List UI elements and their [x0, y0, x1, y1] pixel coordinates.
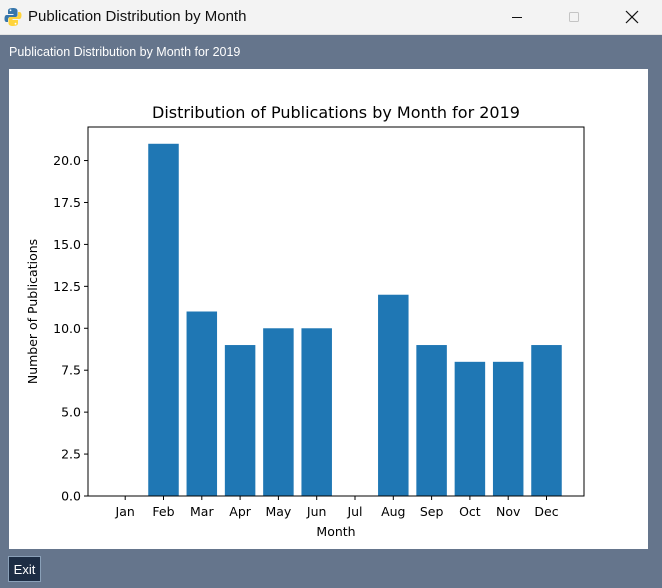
y-tick-label: 17.5	[53, 195, 81, 210]
y-tick-label: 5.0	[61, 405, 81, 420]
close-icon	[625, 10, 639, 24]
y-tick-label: 10.0	[53, 321, 81, 336]
y-tick-label: 0.0	[61, 489, 81, 504]
title-bar[interactable]: Publication Distribution by Month	[0, 0, 662, 35]
x-tick-label: Nov	[496, 504, 521, 519]
y-tick-label: 2.5	[61, 447, 81, 462]
plot-frame	[87, 126, 585, 497]
bar-mar	[186, 311, 218, 496]
x-tick-label: Mar	[190, 504, 214, 519]
bar-apr	[224, 345, 256, 496]
y-tick-label: 12.5	[53, 279, 81, 294]
x-tick-label: Jan	[115, 504, 135, 519]
python-icon	[4, 8, 22, 26]
minimize-button[interactable]	[494, 0, 540, 34]
chart-canvas: 0.0 2.5 5.0 7.5 10.0 12.5 15.0 17.5 20.0 Jan Feb Ma…	[9, 69, 648, 549]
x-tick-label: Aug	[381, 504, 405, 519]
bar-may	[263, 328, 294, 496]
y-axis-label: Number of Publications	[25, 239, 40, 384]
y-tick-label: 15.0	[53, 237, 81, 252]
bar-chart: 0.0 2.5 5.0 7.5 10.0 12.5 15.0 17.5 20.0 Jan Feb Ma…	[25, 103, 585, 539]
minimize-icon	[512, 17, 522, 18]
y-tick-label: 20.0	[53, 153, 81, 168]
y-tick-label: 7.5	[61, 363, 81, 378]
x-tick-label: Jul	[346, 504, 362, 519]
maximize-icon	[569, 12, 579, 22]
maximize-button[interactable]	[551, 0, 597, 34]
chart-title: Distribution of Publications by Month fo…	[152, 103, 520, 122]
x-tick-label: Sep	[420, 504, 444, 519]
exit-button[interactable]: Exit	[8, 556, 41, 582]
x-tick-label: Feb	[152, 504, 174, 519]
close-button[interactable]	[609, 0, 655, 34]
x-tick-label: Jun	[306, 504, 327, 519]
bar-oct	[454, 361, 486, 496]
bar-feb	[148, 143, 179, 496]
x-tick-label: May	[265, 504, 291, 519]
x-tick-label: Dec	[534, 504, 558, 519]
x-axis-label: Month	[316, 524, 355, 539]
x-tick-label: Apr	[229, 504, 251, 519]
bar-sep	[416, 345, 447, 496]
frame-label: Publication Distribution by Month for 20…	[9, 45, 241, 59]
window-title: Publication Distribution by Month	[28, 8, 247, 25]
x-tick-label: Oct	[459, 504, 481, 519]
bar-aug	[378, 294, 409, 496]
bar-jun	[301, 328, 332, 496]
bar-nov	[492, 361, 524, 496]
bar-dec	[531, 345, 562, 496]
